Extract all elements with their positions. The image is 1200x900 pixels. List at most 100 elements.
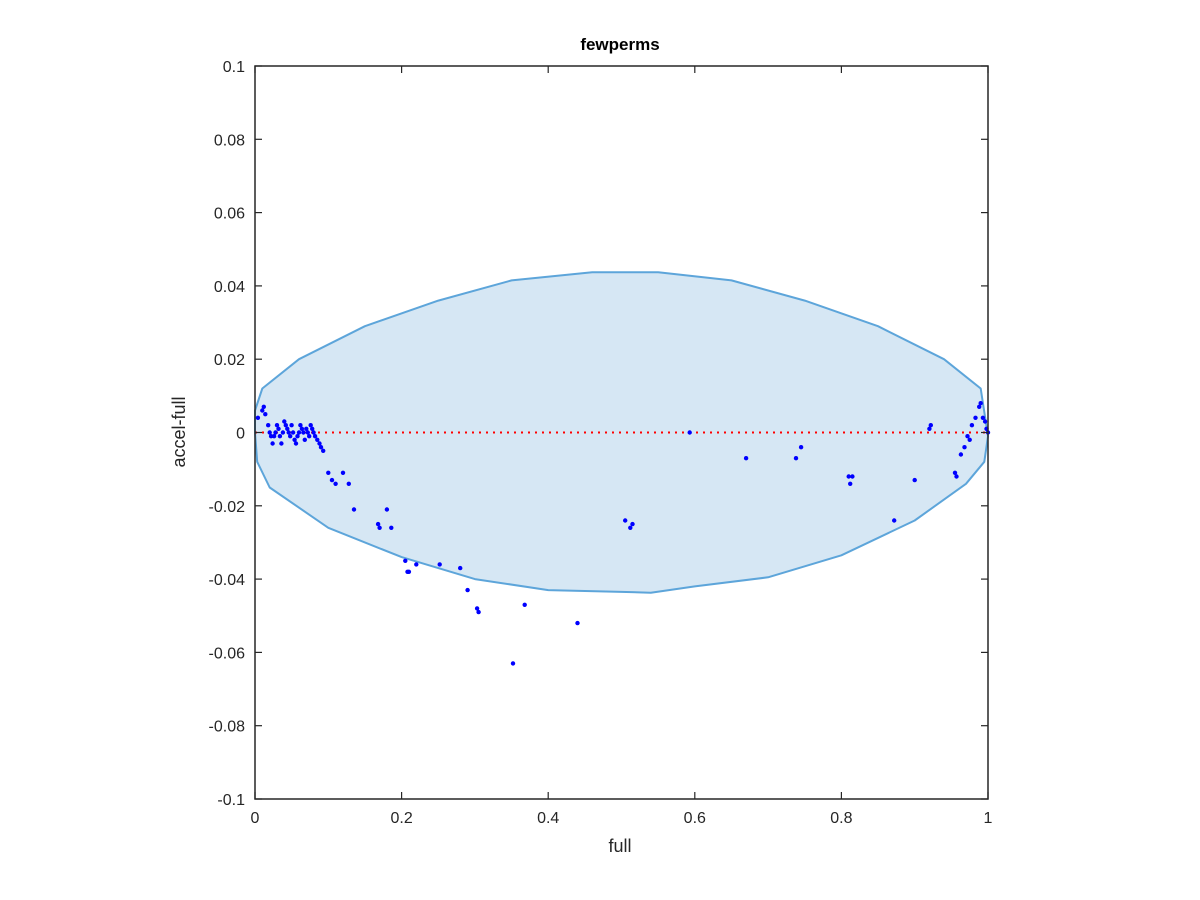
chart-title: fewperms (580, 35, 659, 54)
data-point (298, 423, 303, 428)
data-point (969, 423, 975, 428)
data-point (437, 562, 442, 567)
data-point (310, 426, 315, 431)
data-point (273, 430, 278, 435)
data-point (261, 404, 266, 409)
data-point (326, 470, 331, 475)
data-point (927, 426, 932, 431)
data-point (289, 423, 294, 428)
y-tick-label: 0 (236, 426, 245, 443)
data-point (465, 587, 470, 593)
y-tick-label: -0.08 (209, 719, 246, 736)
data-point (384, 507, 390, 512)
data-point (958, 452, 964, 457)
data-point (952, 470, 958, 475)
axes-layer: 0 0.2 0.4 0.6 0.8 1 -0.1 -0.08 -0.06 -0.04 -0.02 0 0… (209, 59, 993, 827)
data-point (304, 426, 309, 431)
data-point (321, 448, 326, 453)
data-point (798, 445, 804, 450)
data-point (307, 434, 312, 439)
data-point (510, 661, 516, 666)
y-tick-label: 0.08 (214, 132, 245, 149)
x-tick-label: 0.6 (684, 810, 706, 827)
x-tick-label: 0.2 (390, 810, 412, 827)
data-point (414, 562, 419, 567)
data-point (346, 481, 351, 486)
data-point (377, 525, 382, 530)
data-point (260, 408, 265, 413)
data-point (308, 423, 313, 428)
data-point (286, 430, 291, 435)
data-point (295, 434, 300, 439)
y-tick-label: -0.1 (217, 792, 245, 809)
data-point (279, 441, 284, 446)
data-point (288, 434, 293, 439)
y-tick-label: -0.02 (209, 499, 246, 516)
data-point (329, 477, 335, 483)
data-point (333, 481, 338, 486)
data-point (290, 430, 296, 435)
data-point (311, 430, 316, 435)
data-point (301, 430, 306, 435)
data-point (299, 426, 305, 431)
data-point (623, 518, 628, 523)
confidence-ellipse-layer (254, 271, 989, 594)
data-point (982, 419, 988, 424)
data-point (276, 426, 281, 431)
data-point (255, 415, 261, 420)
data-point (980, 415, 986, 420)
data-point (285, 426, 290, 431)
data-point (977, 404, 982, 409)
data-point (743, 456, 749, 461)
data-point (271, 434, 277, 439)
y-tick-label: 0.06 (214, 206, 245, 223)
x-tick-label: 1 (984, 810, 993, 827)
y-tick-label: 0.02 (214, 352, 245, 369)
data-point (474, 606, 480, 611)
data-point (317, 441, 322, 446)
data-point (270, 441, 275, 446)
data-point (954, 474, 959, 479)
data-point (263, 412, 268, 417)
data-point (458, 565, 463, 571)
data-point (978, 401, 983, 406)
data-point (296, 430, 302, 435)
confidence-ellipse (254, 271, 989, 594)
data-point (630, 521, 635, 527)
data-point (476, 609, 481, 615)
data-point (575, 620, 580, 626)
data-point (967, 437, 972, 442)
data-point (315, 437, 320, 442)
y-tick-label: -0.04 (209, 572, 246, 589)
x-axis-label: full (608, 836, 631, 856)
y-tick-label: -0.06 (209, 645, 246, 662)
data-point (793, 456, 799, 461)
data-point (928, 423, 933, 428)
data-point (274, 423, 280, 428)
data-point (403, 558, 408, 563)
data-point (282, 419, 287, 424)
data-point (628, 525, 633, 530)
data-point (962, 445, 967, 450)
data-point (293, 441, 299, 446)
data-point (302, 437, 307, 442)
data-point (848, 481, 853, 486)
y-axis-label: accel-full (169, 396, 189, 467)
data-point (846, 474, 851, 479)
data-point (312, 434, 318, 439)
x-tick-label: 0.8 (830, 810, 852, 827)
x-tick-label: 0.4 (537, 810, 559, 827)
data-points-layer (255, 401, 991, 666)
data-point (351, 507, 357, 512)
data-point (318, 445, 324, 450)
data-point (267, 430, 272, 435)
data-point (687, 430, 692, 435)
data-point (277, 434, 283, 439)
data-point (280, 430, 286, 435)
data-point (389, 525, 394, 530)
data-point (912, 477, 917, 483)
data-point (973, 415, 978, 420)
data-point (965, 434, 970, 439)
data-point (406, 569, 412, 574)
